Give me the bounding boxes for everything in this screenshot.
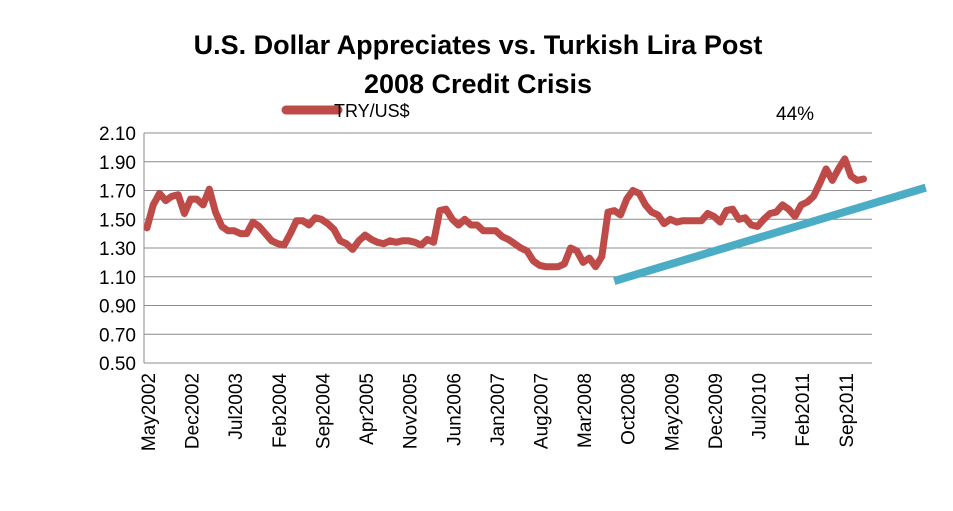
x-tick-label: Sep2011 [837, 373, 858, 448]
x-tick-label: Dec2002 [183, 373, 204, 449]
x-tick-label: Jul2010 [750, 373, 771, 440]
legend-label-try-usd: TRY/US$ [334, 101, 410, 121]
y-tick-label: 1.50 [99, 210, 136, 231]
x-tick-label: Jun2006 [444, 373, 465, 446]
y-tick-label: 0.50 [99, 354, 136, 375]
chart-title-line-2: 2008 Credit Crisis [364, 69, 592, 99]
y-tick-label: 0.70 [99, 325, 136, 346]
x-tick-label: May2002 [139, 373, 160, 451]
y-tick-label: 0.90 [99, 297, 136, 318]
x-tick-label: Aug2007 [531, 373, 552, 449]
x-tick-label: Jul2003 [226, 373, 247, 440]
annotation-percent: 44% [776, 104, 814, 125]
series-line-try-usd [147, 159, 864, 267]
x-tick-label: Jan2007 [488, 373, 509, 446]
series-layer [147, 159, 864, 267]
legend: TRY/US$ [286, 101, 410, 121]
y-axis-tick-labels: 2.10 1.90 1.70 1.50 1.30 1.10 0.90 0.70 0.50 [99, 124, 136, 375]
x-tick-label: May2009 [662, 373, 683, 451]
trendline [614, 188, 926, 281]
x-tick-label: Mar2008 [575, 373, 596, 448]
y-tick-label: 1.70 [99, 182, 136, 203]
x-tick-label: Nov2005 [401, 373, 422, 449]
gridlines [144, 133, 872, 363]
chart-title-line-1: U.S. Dollar Appreciates vs. Turkish Lira… [194, 30, 763, 60]
x-tick-label: Feb2004 [270, 373, 291, 448]
x-tick-label: Feb2011 [793, 373, 814, 447]
x-tick-label: Oct2008 [619, 373, 640, 445]
trendline-layer [614, 188, 926, 281]
chart-title: U.S. Dollar Appreciates vs. Turkish Lira… [194, 30, 763, 99]
x-tick-label: Sep2004 [313, 373, 334, 450]
y-tick-label: 1.10 [99, 268, 136, 289]
x-tick-label: Apr2005 [357, 373, 378, 445]
x-axis-tick-labels: May2002 Dec2002 Jul2003 Feb2004 Sep2004 Apr20… [139, 373, 858, 452]
y-tick-label: 1.90 [99, 153, 136, 174]
y-tick-label: 1.30 [99, 239, 136, 260]
x-tick-label: Dec2009 [706, 373, 727, 449]
y-tick-label: 2.10 [99, 124, 136, 145]
